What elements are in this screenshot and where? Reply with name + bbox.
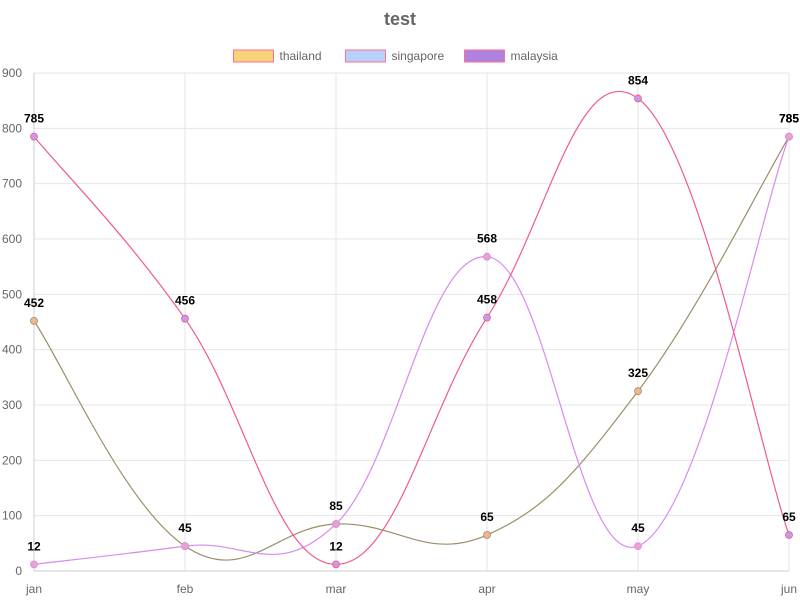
legend: thailand singapore malaysia bbox=[233, 49, 559, 63]
y-tick-label: 300 bbox=[2, 398, 22, 412]
legend-swatch-thailand[interactable] bbox=[233, 49, 274, 63]
data-point-malaysia[interactable] bbox=[785, 531, 793, 539]
data-label: 456 bbox=[175, 294, 195, 308]
series-line-thailand bbox=[33, 136, 790, 561]
data-label: 45 bbox=[178, 521, 192, 535]
y-tick-label: 900 bbox=[2, 66, 22, 80]
x-tick-label: mar bbox=[326, 582, 347, 596]
data-point-singapore[interactable] bbox=[634, 542, 642, 550]
data-point-malaysia[interactable] bbox=[181, 314, 189, 323]
data-label: 12 bbox=[27, 539, 41, 553]
y-tick-label: 600 bbox=[2, 232, 22, 246]
grid bbox=[33, 72, 790, 572]
axes: 0 100 200 300 400 500 600 700 800 900 jan feb mar apr… bbox=[2, 66, 797, 596]
data-label: 452 bbox=[24, 296, 44, 310]
x-tick-label: feb bbox=[177, 582, 194, 596]
data-point-singapore[interactable] bbox=[483, 252, 491, 261]
data-label: 785 bbox=[779, 112, 799, 126]
data-point-singapore[interactable] bbox=[785, 132, 793, 141]
data-point-thailand[interactable] bbox=[483, 531, 491, 539]
data-point-singapore[interactable] bbox=[332, 520, 340, 528]
data-point-singapore[interactable] bbox=[30, 560, 38, 569]
legend-label-thailand[interactable]: thailand bbox=[280, 49, 322, 63]
data-point-singapore[interactable] bbox=[181, 542, 189, 550]
data-point-thailand[interactable] bbox=[634, 387, 642, 396]
y-tick-label: 700 bbox=[2, 177, 22, 191]
data-labels: 7854561245885478545245855683257851265456… bbox=[24, 73, 799, 553]
y-tick-label: 100 bbox=[2, 509, 22, 523]
series-line-singapore bbox=[33, 136, 790, 565]
legend-label-malaysia[interactable]: malaysia bbox=[511, 49, 559, 63]
y-tick-label: 400 bbox=[2, 343, 22, 357]
series-lines bbox=[33, 90, 790, 565]
data-point-malaysia[interactable] bbox=[30, 132, 38, 141]
y-tick-label: 800 bbox=[2, 121, 22, 135]
data-label: 854 bbox=[628, 73, 648, 87]
data-label: 325 bbox=[628, 366, 648, 380]
legend-label-singapore[interactable]: singapore bbox=[392, 49, 445, 63]
data-label: 458 bbox=[477, 293, 497, 307]
data-point-malaysia[interactable] bbox=[483, 313, 491, 322]
x-tick-label: jan bbox=[25, 582, 42, 596]
data-label: 785 bbox=[24, 112, 44, 126]
data-label: 45 bbox=[631, 521, 645, 535]
data-points bbox=[30, 94, 793, 569]
legend-swatch-malaysia[interactable] bbox=[464, 49, 505, 63]
data-label: 785 bbox=[779, 112, 799, 126]
y-tick-label: 500 bbox=[2, 287, 22, 301]
series-line-malaysia bbox=[33, 90, 790, 565]
legend-swatch-singapore[interactable] bbox=[345, 49, 386, 63]
data-point-malaysia[interactable] bbox=[634, 94, 642, 103]
data-label: 12 bbox=[329, 539, 343, 553]
data-label: 85 bbox=[329, 499, 343, 513]
x-tick-label: apr bbox=[478, 582, 495, 596]
data-point-malaysia[interactable] bbox=[332, 560, 340, 569]
x-tick-label: may bbox=[627, 582, 650, 596]
data-label: 568 bbox=[477, 232, 497, 246]
chart-title: test bbox=[384, 9, 416, 29]
y-tick-label: 0 bbox=[15, 564, 22, 578]
x-tick-label: jun bbox=[780, 582, 797, 596]
y-tick-label: 200 bbox=[2, 453, 22, 467]
data-label: 65 bbox=[480, 510, 494, 524]
data-point-thailand[interactable] bbox=[30, 316, 38, 325]
data-label: 65 bbox=[782, 510, 796, 524]
